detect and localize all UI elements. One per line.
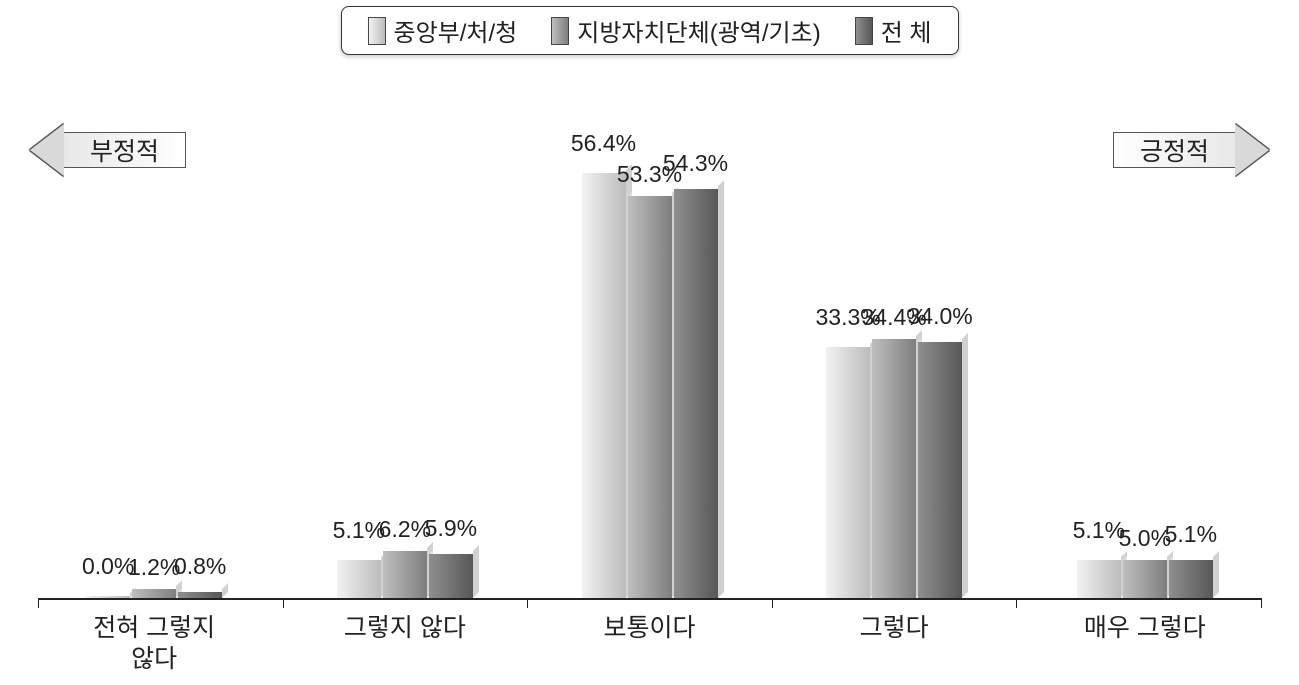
bar-rect	[132, 589, 176, 598]
bar-rect	[582, 173, 626, 598]
bar-group: 5.1%5.0%5.1%	[1077, 560, 1213, 598]
legend-item: 중앙부/처/청	[367, 13, 517, 48]
bar: 33.3%	[826, 347, 870, 598]
bar-value-label: 5.9%	[425, 515, 477, 542]
bar: 53.3%	[628, 196, 672, 598]
category-label: 전혀 그렇지 않다	[93, 613, 215, 676]
bar-value-label: 5.0%	[1119, 525, 1171, 552]
bar-rect	[1123, 560, 1167, 598]
bar-value-label: 0.8%	[174, 553, 226, 580]
bar-group: 5.1%6.2%5.9%	[337, 551, 473, 598]
bar-rect	[178, 592, 222, 598]
bar-value-label: 6.2%	[379, 516, 431, 543]
bar: 54.3%	[674, 189, 718, 598]
bar-value-label: 0.0%	[82, 553, 134, 580]
bar: 5.1%	[1169, 560, 1213, 598]
legend-swatch-icon	[855, 17, 873, 45]
bar-rect	[628, 196, 672, 598]
bar-rect	[429, 554, 473, 598]
plot-area: 0.0%1.2%0.8%5.1%6.2%5.9%56.4%53.3%54.3%3…	[38, 88, 1261, 600]
bar: 1.2%	[132, 589, 176, 598]
bar-rect	[918, 342, 962, 598]
category-label: 보통이다	[603, 613, 695, 644]
category-label: 그렇지 않다	[344, 613, 466, 644]
bar: 0.0%	[86, 596, 130, 598]
bar-rect	[86, 596, 130, 598]
legend-item: 지방자치단체(광역/기초)	[551, 13, 820, 48]
bar-rect	[1077, 560, 1121, 598]
bar-rect	[674, 189, 718, 598]
bar: 5.9%	[429, 554, 473, 598]
bar-group: 33.3%34.4%34.0%	[826, 339, 962, 598]
chart-container: 중앙부/처/청지방자치단체(광역/기초)전 체 부정적 긍정적 0.0%1.2%…	[0, 0, 1299, 685]
bar: 56.4%	[582, 173, 626, 598]
bar: 0.8%	[178, 592, 222, 598]
bar-value-label: 34.0%	[907, 303, 972, 330]
legend: 중앙부/처/청 지방자치단체(광역/기초) 전 체	[340, 6, 958, 55]
bar-rect	[826, 347, 870, 598]
legend-swatch-icon	[367, 17, 385, 45]
legend-label: 중앙부/처/청	[393, 13, 517, 48]
bar-rect	[1169, 560, 1213, 598]
bar-group: 0.0%1.2%0.8%	[86, 589, 222, 598]
bar-value-label: 54.3%	[663, 150, 728, 177]
bar: 34.0%	[918, 342, 962, 598]
category-label: 매우 그렇다	[1084, 613, 1206, 644]
bar: 6.2%	[383, 551, 427, 598]
bar: 5.1%	[1077, 560, 1121, 598]
bar-value-label: 5.1%	[1165, 521, 1217, 548]
bar-group: 56.4%53.3%54.3%	[582, 173, 718, 598]
category-axis: 전혀 그렇지 않다 그렇지 않다 보통이다 그렇다 매우 그렇다	[38, 605, 1261, 685]
bar-value-label: 5.1%	[333, 517, 385, 544]
bar-value-label: 1.2%	[128, 554, 180, 581]
bar-value-label: 5.1%	[1073, 517, 1125, 544]
bar: 34.4%	[872, 339, 916, 598]
bar-rect	[337, 560, 381, 598]
legend-label: 전 체	[881, 13, 932, 48]
legend-item: 전 체	[855, 13, 932, 48]
bar-rect	[383, 551, 427, 598]
legend-swatch-icon	[551, 17, 569, 45]
bar: 5.1%	[337, 560, 381, 598]
bar: 5.0%	[1123, 560, 1167, 598]
bar-rect	[872, 339, 916, 598]
axis-tick	[1261, 598, 1262, 608]
legend-label: 지방자치단체(광역/기초)	[577, 13, 820, 48]
category-label: 그렇다	[860, 613, 929, 644]
bar-value-label: 56.4%	[571, 130, 636, 157]
